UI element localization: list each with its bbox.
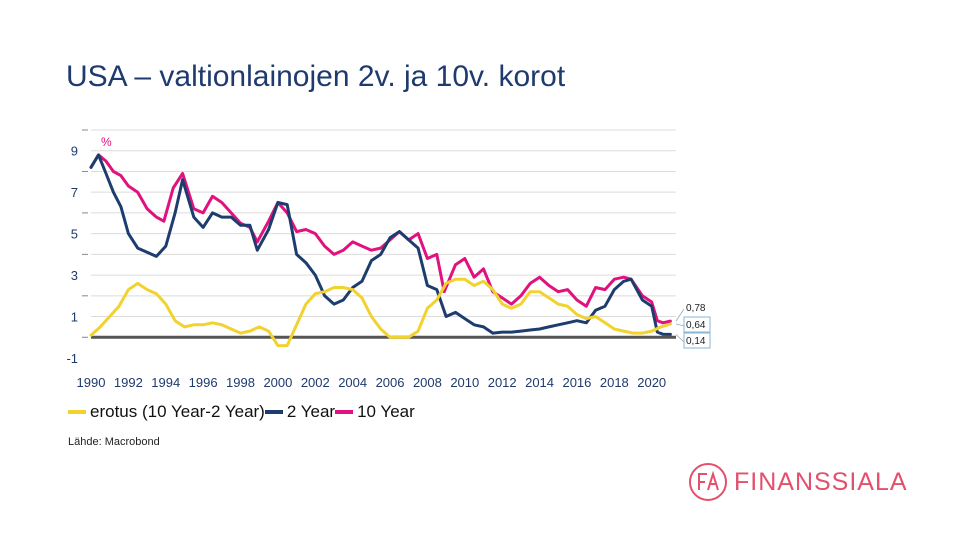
y-unit-label: %	[101, 135, 112, 149]
x-tick-label: 2018	[600, 375, 629, 390]
y-tick-label: 1	[71, 310, 78, 325]
end-label-ten-year: 0,78	[686, 303, 706, 314]
legend-item-two-year: 2 Year	[264, 402, 336, 422]
x-tick-label: 2014	[525, 375, 554, 390]
x-tick-label: 2020	[637, 375, 666, 390]
finanssiala-logo-icon	[689, 463, 727, 501]
legend-item-spread: erotus (10 Year-2 Year)	[68, 402, 265, 422]
legend-swatch-spread	[68, 410, 86, 414]
chart-legend: erotus (10 Year-2 Year) 2 Year 10 Year	[68, 402, 415, 422]
x-tick-label: 2004	[338, 375, 367, 390]
x-tick-label: 1992	[114, 375, 143, 390]
y-tick-label: 7	[71, 185, 78, 200]
brand-name: FINANSSIALA	[734, 467, 908, 496]
x-axis: 1990 1992 1994 1996 1998 2000 2002 2004 2006 2008…	[77, 375, 667, 390]
x-tick-label: 2002	[301, 375, 330, 390]
x-tick-label: 1996	[189, 375, 218, 390]
chart-series	[89, 153, 672, 348]
y-tick-label: 3	[71, 268, 78, 283]
end-label-two-year: 0,14	[686, 336, 706, 347]
source-note: Lähde: Macrobond	[68, 436, 160, 448]
series-line-two-year	[89, 153, 672, 336]
x-tick-label: 1990	[77, 375, 106, 390]
series-line-ten-year	[89, 153, 672, 325]
x-tick-label: 2016	[562, 375, 591, 390]
y-tick-label: 5	[71, 227, 78, 242]
y-tick-label: -1	[66, 351, 78, 366]
chart-gridlines	[91, 129, 676, 339]
end-value-labels: 0,78 0,64 0,14	[675, 303, 711, 349]
end-label-spread: 0,64	[686, 320, 706, 331]
y-tick-label: 9	[71, 144, 78, 159]
legend-label-ten-year: 10 Year	[357, 402, 415, 421]
legend-label-two-year: 2 Year	[286, 402, 336, 421]
legend-swatch-ten-year	[335, 410, 354, 414]
x-tick-label: 2008	[413, 375, 442, 390]
end-label-connector	[675, 334, 685, 343]
page-title: USA – valtionlainojen 2v. ja 10v. korot	[66, 60, 566, 93]
end-label-connector	[675, 323, 685, 327]
x-tick-label: 2006	[376, 375, 405, 390]
end-label-box	[683, 332, 711, 349]
end-label-connector	[675, 308, 685, 322]
line-chart: % 9 7 5 3 1 -1 1990 1992 1994 1996 1998 2000 2002 200…	[66, 129, 711, 390]
y-axis: % 9 7 5 3 1 -1	[66, 129, 112, 366]
x-tick-label: 2010	[450, 375, 479, 390]
legend-label-spread: erotus (10 Year-2 Year)	[90, 402, 265, 421]
x-tick-label: 1994	[151, 375, 180, 390]
legend-swatch-two-year	[264, 410, 283, 414]
end-label-box	[683, 316, 711, 333]
legend-item-ten-year: 10 Year	[335, 402, 415, 422]
series-line-spread	[89, 277, 672, 348]
brand-logo: FINANSSIALA	[688, 462, 908, 502]
x-tick-label: 2000	[263, 375, 292, 390]
x-tick-label: 2012	[488, 375, 517, 390]
x-tick-label: 1998	[226, 375, 255, 390]
